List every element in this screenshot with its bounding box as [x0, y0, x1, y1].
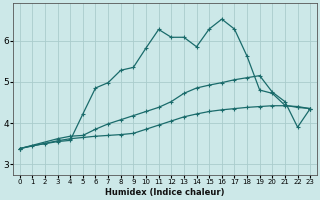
- X-axis label: Humidex (Indice chaleur): Humidex (Indice chaleur): [105, 188, 225, 197]
